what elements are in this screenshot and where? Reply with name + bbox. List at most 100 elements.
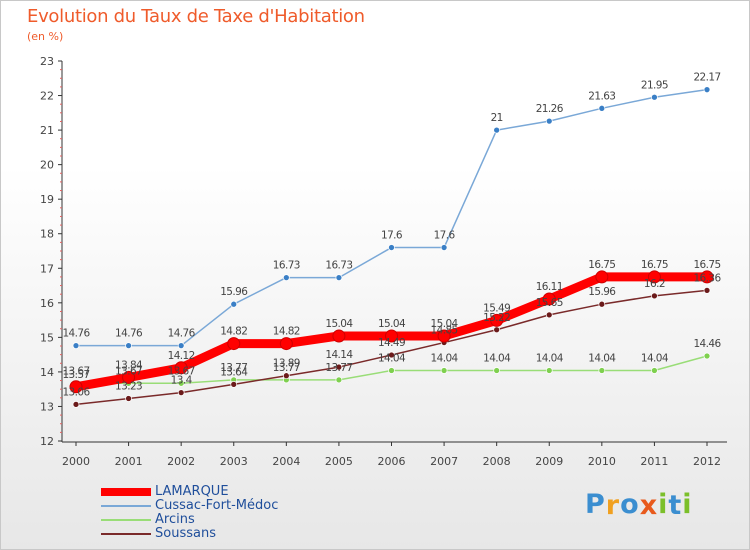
data-label: 15.04 bbox=[431, 318, 459, 330]
x-tick-label: 2012 bbox=[693, 455, 721, 468]
data-label: 15.96 bbox=[220, 286, 248, 298]
y-tick-label: 18 bbox=[40, 228, 54, 241]
data-point bbox=[335, 274, 343, 281]
data-label: 14.04 bbox=[378, 353, 406, 365]
x-tick-label: 2011 bbox=[640, 455, 668, 468]
data-label: 13.64 bbox=[220, 366, 248, 378]
data-label: 17.6 bbox=[381, 230, 403, 242]
data-label: 14.82 bbox=[220, 326, 247, 338]
legend-swatch bbox=[101, 533, 151, 535]
chart-subtitle: (en %) bbox=[27, 30, 64, 43]
data-point bbox=[332, 329, 346, 343]
data-label: 21.63 bbox=[588, 90, 615, 102]
data-label: 13.23 bbox=[115, 381, 142, 393]
data-label: 13.77 bbox=[325, 362, 352, 374]
data-point bbox=[598, 104, 606, 112]
data-point bbox=[388, 367, 395, 374]
data-label: 13.89 bbox=[273, 358, 300, 370]
data-point bbox=[493, 326, 501, 334]
data-point bbox=[388, 351, 395, 359]
proxiti-logo: Proxiti bbox=[585, 489, 693, 521]
x-tick-label: 2004 bbox=[272, 455, 300, 468]
data-point bbox=[595, 270, 609, 284]
data-label: 16.73 bbox=[273, 260, 300, 272]
y-tick-label: 22 bbox=[40, 90, 54, 103]
data-label: 16.11 bbox=[536, 281, 563, 293]
logo-letter: r bbox=[605, 490, 621, 521]
data-point bbox=[282, 274, 290, 281]
x-tick-label: 2007 bbox=[430, 455, 458, 468]
data-label: 15.04 bbox=[378, 318, 406, 330]
data-point bbox=[69, 380, 83, 394]
data-point bbox=[227, 337, 241, 351]
data-point bbox=[335, 363, 343, 371]
data-label: 21.95 bbox=[641, 79, 668, 91]
x-tick-label: 2010 bbox=[588, 455, 616, 468]
data-label: 13.84 bbox=[115, 359, 143, 371]
data-point bbox=[440, 244, 448, 251]
legend-label: Arcins bbox=[155, 512, 195, 527]
data-point bbox=[72, 401, 80, 408]
data-point bbox=[122, 370, 136, 384]
data-point bbox=[282, 372, 290, 380]
data-point bbox=[385, 329, 398, 343]
logo-letter: x bbox=[639, 490, 659, 521]
data-point bbox=[647, 270, 661, 284]
data-label: 15.49 bbox=[483, 302, 510, 314]
legend-swatch bbox=[101, 519, 151, 521]
data-label: 14.76 bbox=[168, 328, 196, 340]
x-tick-label: 2008 bbox=[483, 455, 511, 468]
data-point bbox=[335, 376, 343, 384]
data-point bbox=[598, 300, 606, 308]
x-tick-label: 2000 bbox=[62, 455, 90, 468]
data-point bbox=[490, 313, 504, 327]
logo-letter: o bbox=[620, 489, 640, 520]
data-point bbox=[388, 244, 395, 251]
y-tick-label: 17 bbox=[40, 262, 54, 275]
logo-letter: i bbox=[658, 489, 669, 520]
data-label: 16.2 bbox=[644, 278, 665, 290]
y-tick-label: 23 bbox=[40, 55, 54, 68]
data-point bbox=[598, 367, 606, 374]
x-tick-label: 2009 bbox=[535, 455, 563, 468]
data-label: 15.22 bbox=[483, 312, 510, 324]
data-label: 15.96 bbox=[588, 286, 616, 298]
data-point bbox=[177, 342, 185, 350]
data-point bbox=[72, 342, 80, 350]
data-label: 13.67 bbox=[115, 365, 142, 377]
logo-letter: t bbox=[668, 490, 683, 521]
y-tick-label: 13 bbox=[40, 400, 54, 413]
series-line-cussac-fort-m-doc bbox=[75, 88, 708, 347]
data-point bbox=[440, 367, 448, 374]
data-point bbox=[230, 380, 238, 388]
data-point bbox=[651, 93, 658, 101]
data-point bbox=[230, 300, 238, 308]
data-label: 14.82 bbox=[273, 326, 300, 338]
data-label: 13.57 bbox=[62, 369, 89, 381]
x-tick-label: 2003 bbox=[220, 455, 248, 468]
data-label: 14.12 bbox=[168, 350, 195, 362]
logo-letter: i bbox=[682, 489, 693, 520]
data-label: 14.76 bbox=[62, 328, 90, 340]
data-label: 14.14 bbox=[325, 349, 353, 361]
data-point bbox=[437, 329, 451, 343]
data-label: 13.67 bbox=[168, 365, 195, 377]
data-point bbox=[545, 117, 553, 125]
x-tick-label: 2002 bbox=[167, 455, 195, 468]
data-label: 21.26 bbox=[536, 103, 564, 115]
data-point bbox=[493, 367, 501, 374]
data-label: 16.73 bbox=[325, 260, 352, 272]
data-point bbox=[174, 361, 188, 375]
data-label: 17.6 bbox=[434, 230, 456, 242]
y-tick-label: 12 bbox=[40, 435, 54, 448]
legend-label: Soussans bbox=[155, 526, 216, 541]
data-label: 14.85 bbox=[431, 325, 458, 337]
data-label: 16.75 bbox=[693, 259, 720, 271]
legend-swatch bbox=[101, 505, 151, 507]
data-label: 13.4 bbox=[171, 375, 193, 387]
data-point bbox=[177, 379, 185, 387]
data-point bbox=[545, 311, 553, 319]
data-label: 13.67 bbox=[62, 365, 89, 377]
y-tick-label: 16 bbox=[40, 297, 54, 310]
y-tick-label: 20 bbox=[40, 159, 54, 172]
